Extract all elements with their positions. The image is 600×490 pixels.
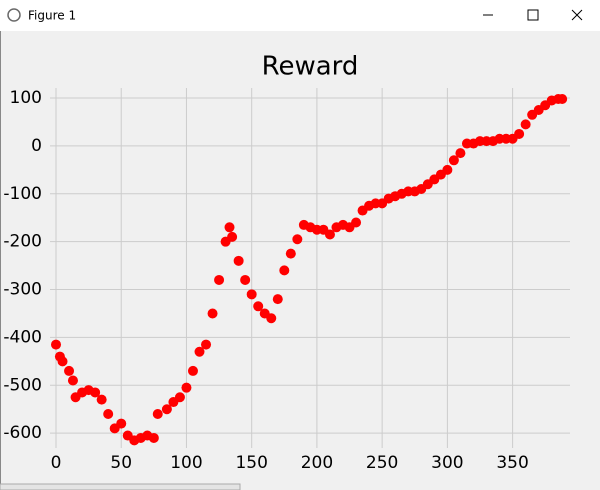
point [520,119,531,130]
point [455,148,466,159]
point [152,409,163,420]
x-tick-label: 250 [366,453,398,473]
y-tick-label: -400 [3,327,42,347]
point [174,392,185,403]
x-tick-label: 150 [235,453,267,473]
title-bar [0,0,600,31]
point [116,418,127,429]
point [351,217,362,228]
point [448,155,459,166]
point [246,289,257,300]
window-title: Figure 1 [28,9,76,23]
point [442,164,453,175]
point [207,308,218,319]
point [253,301,264,312]
point [64,365,75,376]
y-tick-label: 100 [10,88,42,108]
x-tick-label: 200 [301,453,333,473]
y-tick-label: -300 [3,280,42,300]
y-tick-label: -500 [3,375,42,395]
x-tick-label: 0 [51,453,62,473]
point [148,432,159,443]
point [181,382,192,393]
x-tick-label: 100 [170,453,202,473]
toolbar [0,483,241,490]
point [214,274,225,285]
point [67,375,78,386]
point [161,404,172,415]
point [194,346,205,357]
y-tick-label: -600 [3,423,42,443]
point [292,234,303,245]
point [233,255,244,266]
point [90,387,101,398]
y-tick-label: -200 [3,232,42,252]
plot-area: -600 -500 -400 -300 -200 -100 0 100 0 50 100 150 200… [3,88,570,473]
point [514,128,525,139]
point [272,294,283,305]
point [57,356,68,367]
maximize-button[interactable] [527,9,539,21]
point [187,365,198,376]
point [557,94,568,105]
y-tick-label: 0 [31,136,42,156]
x-tick-label: 350 [496,453,528,473]
x-tick-label: 50 [110,453,132,473]
point [103,409,114,420]
point [266,313,277,324]
point [227,231,238,242]
point [224,222,235,233]
point [201,339,212,350]
app-icon [7,8,21,22]
point [285,248,296,259]
point [51,339,62,350]
point [279,265,290,276]
y-tick-label: -100 [3,184,42,204]
point [324,229,335,240]
point [96,394,107,405]
x-tick-label: 300 [431,453,463,473]
chart-title: Reward [262,52,359,82]
close-button[interactable] [571,9,583,21]
point [240,274,251,285]
